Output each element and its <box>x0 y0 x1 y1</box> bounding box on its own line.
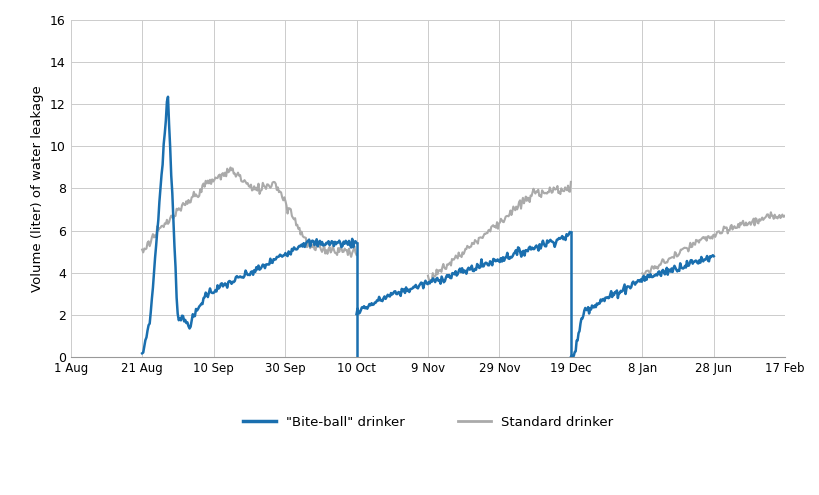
Legend: "Bite-ball" drinker, Standard drinker: "Bite-ball" drinker, Standard drinker <box>237 411 618 434</box>
Y-axis label: Volume (liter) of water leakage: Volume (liter) of water leakage <box>31 85 44 292</box>
